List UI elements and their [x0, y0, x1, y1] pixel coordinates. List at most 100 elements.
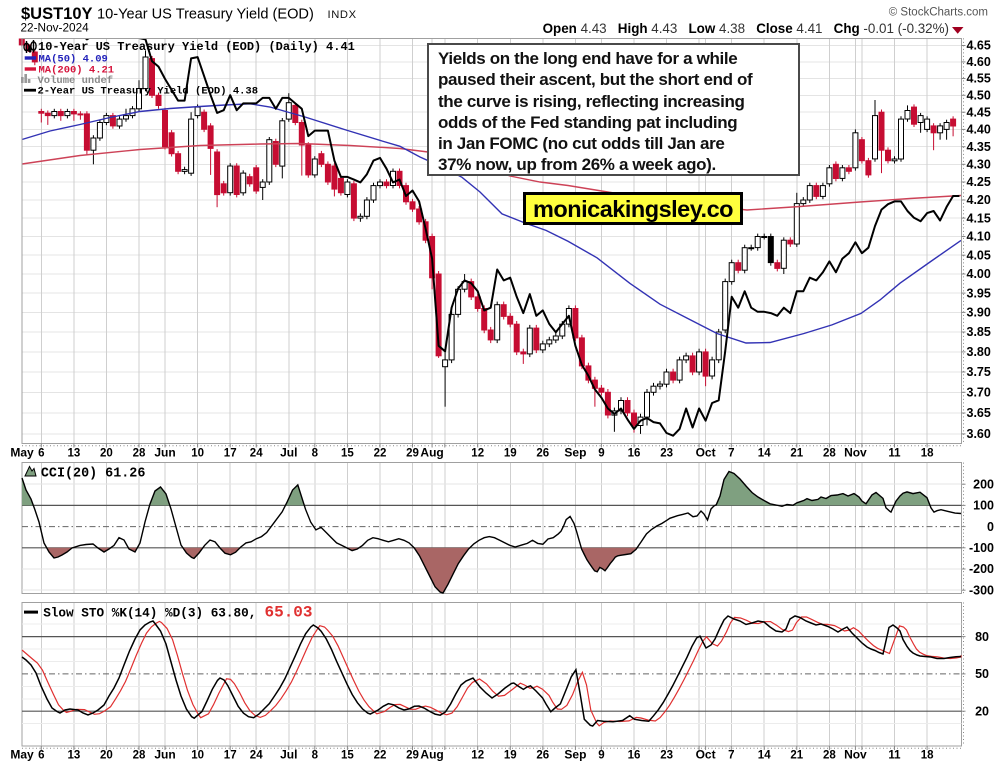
svg-text:-300: -300: [969, 583, 994, 597]
svg-text:Volume undef: Volume undef: [38, 75, 114, 87]
svg-text:7: 7: [728, 750, 734, 762]
svg-text:Oct: Oct: [696, 748, 716, 762]
svg-text:Jul: Jul: [280, 748, 297, 762]
svg-text:Sep: Sep: [564, 446, 586, 460]
svg-text:22-Nov-2024: 22-Nov-2024: [21, 21, 90, 35]
svg-text:14: 14: [758, 750, 771, 762]
svg-text:4.65: 4.65: [967, 39, 991, 53]
svg-text:4.05: 4.05: [967, 248, 991, 262]
svg-text:4.15: 4.15: [967, 211, 991, 225]
svg-text:13: 13: [68, 448, 81, 460]
svg-text:9: 9: [598, 750, 604, 762]
svg-text:10: 10: [191, 750, 204, 762]
svg-text:6: 6: [38, 750, 44, 762]
svg-text:14: 14: [758, 448, 771, 460]
svg-text:18: 18: [921, 750, 934, 762]
svg-text:3.75: 3.75: [967, 365, 991, 379]
svg-text:© StockCharts.com: © StockCharts.com: [889, 7, 988, 19]
svg-text:17: 17: [224, 750, 237, 762]
svg-text:7: 7: [728, 448, 734, 460]
svg-text:16: 16: [628, 448, 641, 460]
svg-text:Jul: Jul: [280, 446, 297, 460]
svg-text:20: 20: [100, 448, 113, 460]
svg-text:22: 22: [374, 750, 387, 762]
svg-text:3.85: 3.85: [967, 325, 991, 339]
svg-text:3.90: 3.90: [967, 306, 991, 320]
svg-text:28: 28: [133, 750, 146, 762]
svg-text:2-Year US Treasury Yield (EOD): 2-Year US Treasury Yield (EOD) 4.38: [38, 86, 259, 98]
svg-text:18: 18: [921, 448, 934, 460]
svg-text:200: 200: [973, 477, 994, 491]
svg-text:29: 29: [406, 750, 419, 762]
svg-text:29: 29: [406, 448, 419, 460]
svg-text:19: 19: [504, 750, 517, 762]
svg-text:13: 13: [68, 750, 81, 762]
svg-text:80: 80: [975, 630, 989, 644]
svg-text:10-Year US Treasury Yield (EOD: 10-Year US Treasury Yield (EOD): [97, 7, 314, 23]
svg-text:10: 10: [191, 448, 204, 460]
svg-text:26: 26: [536, 448, 549, 460]
svg-text:$UST10Y: $UST10Y: [21, 5, 93, 23]
svg-text:May: May: [10, 748, 34, 762]
svg-text:4.20: 4.20: [967, 193, 991, 207]
svg-text:3.95: 3.95: [967, 286, 991, 300]
svg-text:11: 11: [888, 750, 901, 762]
svg-text:24: 24: [250, 750, 263, 762]
svg-text:-200: -200: [969, 562, 994, 576]
svg-text:4.50: 4.50: [967, 88, 991, 102]
svg-text:Aug: Aug: [420, 446, 443, 460]
svg-text:28: 28: [133, 448, 146, 460]
svg-text:50: 50: [975, 667, 989, 681]
svg-text:21: 21: [790, 750, 803, 762]
svg-text:28: 28: [823, 448, 836, 460]
svg-text:10-Year US Treasury Yield (EOD: 10-Year US Treasury Yield (EOD) (Daily) …: [38, 40, 355, 54]
svg-text:0: 0: [987, 520, 994, 534]
svg-text:4.60: 4.60: [967, 55, 991, 69]
svg-text:28: 28: [823, 750, 836, 762]
svg-text:65.03: 65.03: [265, 604, 313, 622]
svg-text:26: 26: [536, 750, 549, 762]
svg-text:21: 21: [790, 448, 803, 460]
svg-text:4.45: 4.45: [967, 105, 991, 119]
svg-text:INDX: INDX: [328, 9, 357, 21]
svg-text:4.30: 4.30: [967, 157, 991, 171]
svg-text:9: 9: [598, 448, 604, 460]
svg-text:Nov: Nov: [844, 748, 867, 762]
svg-text:4.35: 4.35: [967, 140, 991, 154]
svg-text:MA(200) 4.21: MA(200) 4.21: [39, 65, 115, 77]
svg-text:May: May: [10, 446, 34, 460]
svg-text:6: 6: [38, 448, 44, 460]
svg-text:19: 19: [504, 448, 517, 460]
svg-text:4.55: 4.55: [967, 72, 991, 86]
svg-text:MA(50) 4.09: MA(50) 4.09: [39, 54, 108, 66]
svg-text:Open 4.43 High 4.43 Low 4.: Open 4.43 High 4.43 Low 4.38 Close 4.41 …: [543, 21, 949, 36]
svg-text:CCI(20) 61.26: CCI(20) 61.26: [41, 467, 145, 482]
svg-text:23: 23: [660, 750, 673, 762]
svg-text:4.10: 4.10: [967, 230, 991, 244]
svg-text:Oct: Oct: [696, 446, 716, 460]
svg-text:20: 20: [100, 750, 113, 762]
svg-text:3.80: 3.80: [967, 345, 991, 359]
svg-text:22: 22: [374, 448, 387, 460]
svg-text:3.60: 3.60: [967, 427, 991, 441]
svg-text:Sep: Sep: [564, 748, 586, 762]
svg-text:4.40: 4.40: [967, 123, 991, 137]
svg-text:16: 16: [628, 750, 641, 762]
svg-text:12: 12: [471, 750, 484, 762]
svg-text:-100: -100: [969, 541, 994, 555]
svg-text:17: 17: [224, 448, 237, 460]
svg-text:3.65: 3.65: [967, 406, 991, 420]
svg-text:Jun: Jun: [154, 446, 175, 460]
svg-text:24: 24: [250, 448, 263, 460]
svg-text:8: 8: [312, 448, 319, 460]
svg-text:12: 12: [471, 448, 484, 460]
svg-text:Jun: Jun: [154, 748, 175, 762]
svg-text:100: 100: [973, 499, 994, 513]
svg-text:Nov: Nov: [844, 446, 867, 460]
svg-text:Slow STO %K(14) %D(3) 63.80,: Slow STO %K(14) %D(3) 63.80,: [43, 606, 256, 621]
svg-text:Aug: Aug: [420, 748, 443, 762]
svg-text:4.00: 4.00: [967, 267, 991, 281]
svg-text:15: 15: [341, 750, 354, 762]
svg-text:20: 20: [975, 704, 989, 718]
svg-text:11: 11: [888, 448, 901, 460]
